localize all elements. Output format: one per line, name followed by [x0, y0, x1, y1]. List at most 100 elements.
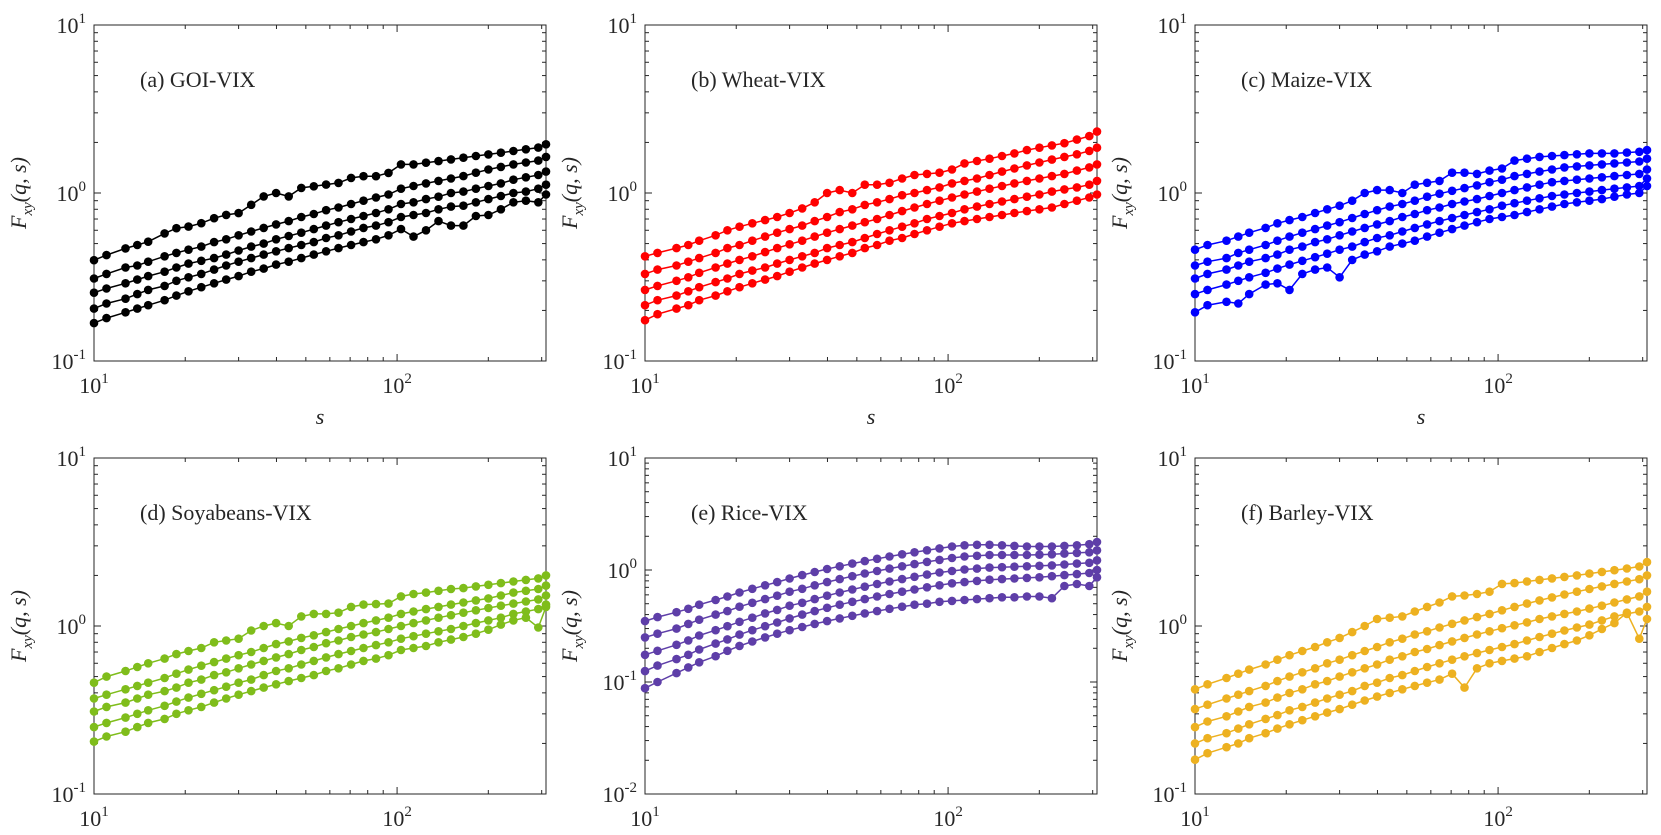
data-point — [935, 183, 944, 192]
data-point — [1635, 147, 1644, 157]
y-tick-label-base: 10 — [603, 670, 625, 695]
data-point — [1085, 581, 1094, 591]
data-point — [1035, 174, 1044, 183]
data-point — [810, 619, 819, 629]
series-q5 — [89, 190, 551, 328]
data-point — [421, 158, 431, 167]
data-point — [1322, 694, 1332, 703]
data-point — [1410, 666, 1420, 676]
data-point — [1560, 163, 1569, 172]
x-tick-label-exponent: 2 — [404, 804, 412, 820]
data-point — [947, 165, 957, 174]
data-point — [1322, 263, 1332, 272]
data-point — [1485, 587, 1494, 596]
data-point — [972, 174, 982, 183]
data-point — [785, 255, 794, 265]
data-point — [1035, 190, 1044, 199]
data-point — [89, 678, 99, 687]
data-point — [172, 697, 181, 706]
data-point — [384, 190, 393, 199]
data-point — [640, 633, 650, 642]
series-q1 — [1190, 557, 1652, 694]
data-point — [1047, 141, 1057, 150]
data-point — [321, 233, 331, 243]
data-point — [735, 641, 744, 651]
y-axis-label-part: F — [6, 648, 31, 663]
data-point — [1072, 548, 1082, 558]
data-point — [1385, 242, 1394, 251]
data-point — [334, 664, 343, 673]
data-point — [234, 690, 243, 699]
data-point — [184, 646, 193, 656]
data-point — [234, 231, 243, 240]
data-point — [935, 196, 944, 205]
data-point — [822, 603, 832, 613]
data-point — [1435, 659, 1444, 668]
data-point — [102, 690, 111, 699]
data-point — [334, 231, 343, 240]
y-tick-label-exponent: -1 — [74, 347, 87, 363]
series-q2 — [1190, 571, 1652, 714]
data-point — [1360, 188, 1369, 198]
data-point — [1190, 245, 1200, 254]
data-point — [1535, 632, 1544, 642]
data-point — [384, 599, 393, 608]
data-point — [384, 168, 393, 178]
data-point — [748, 251, 757, 261]
data-point — [1072, 150, 1082, 159]
data-point — [160, 251, 169, 261]
data-point — [711, 248, 720, 258]
data-point — [1410, 236, 1420, 245]
data-point — [1360, 237, 1369, 247]
data-point — [1273, 250, 1282, 259]
data-point — [1285, 285, 1294, 295]
data-point — [1298, 668, 1307, 677]
y-tick-label-exponent: 0 — [630, 556, 638, 572]
data-point — [121, 244, 130, 253]
data-point — [748, 598, 757, 608]
data-point — [1385, 216, 1394, 226]
data-point — [133, 709, 142, 719]
data-point — [1285, 688, 1294, 698]
data-point — [89, 288, 99, 298]
data-point — [434, 205, 443, 214]
data-point — [1560, 176, 1569, 186]
data-point — [359, 196, 368, 205]
data-point — [297, 633, 306, 643]
data-point — [346, 602, 356, 612]
data-point — [409, 160, 418, 169]
data-point — [1022, 192, 1032, 201]
data-point — [121, 713, 130, 722]
data-point — [359, 630, 368, 639]
data-point — [509, 609, 518, 619]
data-point — [860, 609, 870, 618]
y-axis-label: Fxy(q, s) — [6, 590, 36, 663]
data-point — [897, 233, 907, 243]
data-point — [271, 653, 281, 662]
data-point — [760, 275, 770, 284]
data-point — [1485, 214, 1494, 224]
data-point — [897, 190, 907, 200]
y-tick-label-exponent: 0 — [1180, 612, 1188, 628]
data-point — [359, 223, 368, 233]
data-point — [121, 666, 130, 676]
data-point — [89, 722, 99, 732]
data-point — [1234, 739, 1243, 748]
data-point — [1010, 149, 1019, 158]
data-point — [1460, 210, 1469, 220]
data-point — [1642, 154, 1652, 163]
data-point — [1222, 694, 1231, 703]
data-point — [1485, 645, 1494, 655]
data-point — [835, 207, 844, 217]
x-tick-label-base: 10 — [382, 806, 404, 831]
data-point — [760, 609, 770, 618]
data-point — [471, 596, 481, 605]
data-point — [1092, 546, 1102, 555]
x-tick-label-exponent: 2 — [404, 371, 412, 387]
data-point — [835, 240, 844, 250]
data-point — [1535, 152, 1544, 162]
data-point — [810, 198, 819, 207]
data-point — [541, 140, 551, 149]
